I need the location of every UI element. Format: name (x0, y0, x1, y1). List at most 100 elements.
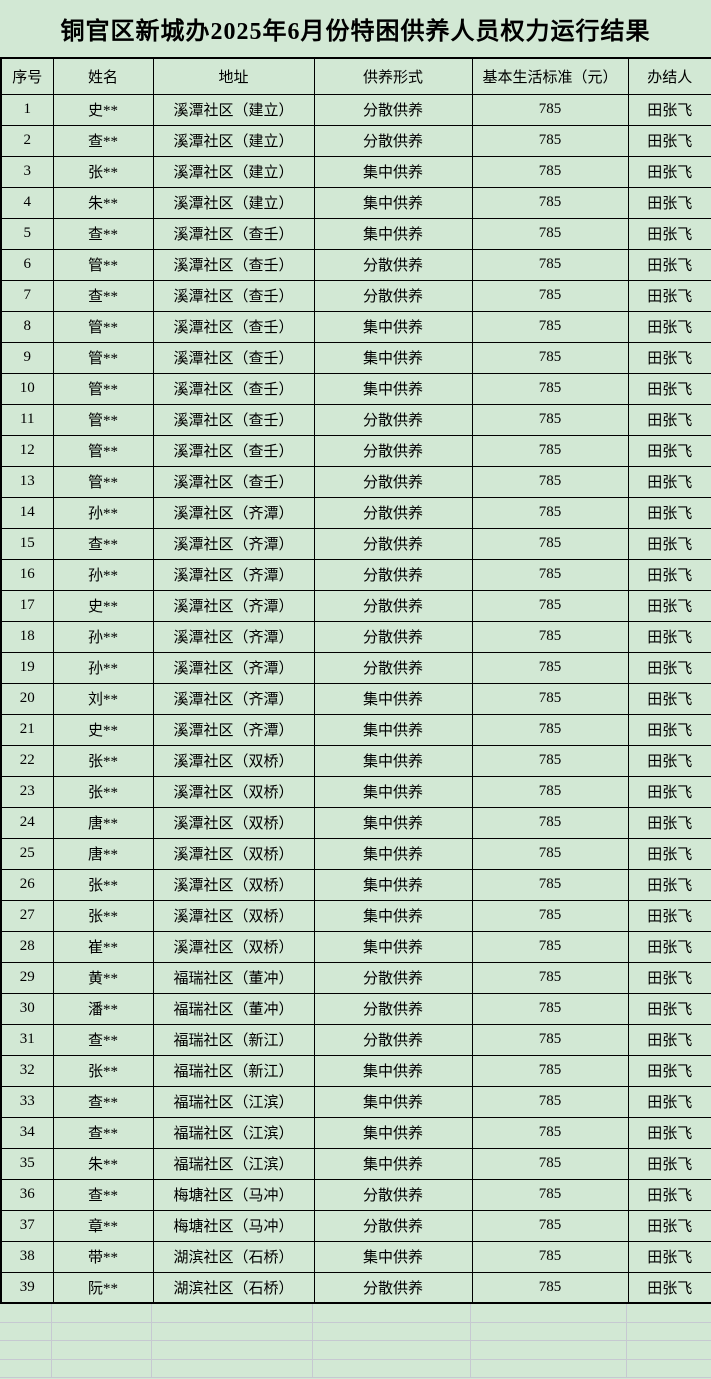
empty-cell[interactable] (313, 1304, 471, 1322)
cell-support-form[interactable]: 分散供养 (313, 1023, 473, 1056)
empty-cell[interactable] (471, 1304, 627, 1322)
cell-handler[interactable]: 田张飞 (627, 217, 711, 250)
cell-name[interactable]: 张** (52, 775, 154, 808)
cell-living-standard[interactable]: 785 (471, 1271, 629, 1304)
cell-address[interactable]: 溪潭社区（双桥） (152, 775, 315, 808)
cell-support-form[interactable]: 集中供养 (313, 837, 473, 870)
cell-index[interactable]: 37 (0, 1209, 54, 1242)
cell-living-standard[interactable]: 785 (471, 217, 629, 250)
cell-address[interactable]: 溪潭社区（查壬） (152, 279, 315, 312)
cell-handler[interactable]: 田张飞 (627, 651, 711, 684)
cell-address[interactable]: 溪潭社区（双桥） (152, 806, 315, 839)
cell-name[interactable]: 查** (52, 527, 154, 560)
header-cell-living-standard[interactable]: 基本生活标准（元） (471, 57, 629, 95)
cell-living-standard[interactable]: 785 (471, 775, 629, 808)
cell-name[interactable]: 黄** (52, 961, 154, 994)
cell-index[interactable]: 5 (0, 217, 54, 250)
cell-name[interactable]: 张** (52, 155, 154, 188)
cell-support-form[interactable]: 集中供养 (313, 682, 473, 715)
cell-address[interactable]: 溪潭社区（查壬） (152, 217, 315, 250)
cell-address[interactable]: 溪潭社区（齐潭） (152, 496, 315, 529)
cell-name[interactable]: 潘** (52, 992, 154, 1025)
cell-support-form[interactable]: 集中供养 (313, 341, 473, 374)
cell-index[interactable]: 8 (0, 310, 54, 343)
cell-handler[interactable]: 田张飞 (627, 310, 711, 343)
cell-handler[interactable]: 田张飞 (627, 1023, 711, 1056)
cell-support-form[interactable]: 集中供养 (313, 1116, 473, 1149)
cell-support-form[interactable]: 集中供养 (313, 1054, 473, 1087)
cell-support-form[interactable]: 分散供养 (313, 124, 473, 157)
cell-address[interactable]: 福瑞社区（江滨） (152, 1116, 315, 1149)
cell-address[interactable]: 溪潭社区（建立） (152, 124, 315, 157)
cell-living-standard[interactable]: 785 (471, 248, 629, 281)
empty-cell[interactable] (0, 1359, 52, 1378)
cell-address[interactable]: 溪潭社区（查壬） (152, 248, 315, 281)
cell-index[interactable]: 38 (0, 1240, 54, 1273)
cell-support-form[interactable]: 集中供养 (313, 1085, 473, 1118)
cell-handler[interactable]: 田张飞 (627, 744, 711, 777)
empty-cell[interactable] (152, 1341, 313, 1359)
cell-support-form[interactable]: 分散供养 (313, 1178, 473, 1211)
header-cell-address[interactable]: 地址 (152, 57, 315, 95)
cell-handler[interactable]: 田张飞 (627, 1240, 711, 1273)
cell-support-form[interactable]: 分散供养 (313, 651, 473, 684)
cell-handler[interactable]: 田张飞 (627, 806, 711, 839)
cell-living-standard[interactable]: 785 (471, 558, 629, 591)
cell-index[interactable]: 35 (0, 1147, 54, 1180)
empty-cell[interactable] (52, 1304, 152, 1322)
cell-support-form[interactable]: 集中供养 (313, 868, 473, 901)
cell-address[interactable]: 福瑞社区（新江） (152, 1023, 315, 1056)
cell-name[interactable]: 唐** (52, 806, 154, 839)
empty-cell[interactable] (152, 1304, 313, 1322)
cell-index[interactable]: 19 (0, 651, 54, 684)
cell-support-form[interactable]: 分散供养 (313, 961, 473, 994)
cell-name[interactable]: 查** (52, 1116, 154, 1149)
cell-support-form[interactable]: 分散供养 (313, 465, 473, 498)
cell-index[interactable]: 10 (0, 372, 54, 405)
cell-living-standard[interactable]: 785 (471, 1178, 629, 1211)
cell-name[interactable]: 朱** (52, 1147, 154, 1180)
cell-address[interactable]: 溪潭社区（齐潭） (152, 527, 315, 560)
cell-index[interactable]: 32 (0, 1054, 54, 1087)
cell-living-standard[interactable]: 785 (471, 682, 629, 715)
cell-index[interactable]: 25 (0, 837, 54, 870)
cell-handler[interactable]: 田张飞 (627, 682, 711, 715)
cell-address[interactable]: 溪潭社区（齐潭） (152, 558, 315, 591)
cell-name[interactable]: 查** (52, 217, 154, 250)
cell-address[interactable]: 溪潭社区（查壬） (152, 434, 315, 467)
cell-index[interactable]: 14 (0, 496, 54, 529)
cell-name[interactable]: 章** (52, 1209, 154, 1242)
cell-living-standard[interactable]: 785 (471, 372, 629, 405)
cell-name[interactable]: 孙** (52, 558, 154, 591)
cell-support-form[interactable]: 分散供养 (313, 558, 473, 591)
cell-index[interactable]: 7 (0, 279, 54, 312)
cell-handler[interactable]: 田张飞 (627, 1116, 711, 1149)
cell-support-form[interactable]: 分散供养 (313, 1271, 473, 1304)
cell-handler[interactable]: 田张飞 (627, 558, 711, 591)
empty-cell[interactable] (152, 1322, 313, 1341)
empty-cell[interactable] (52, 1322, 152, 1341)
cell-handler[interactable]: 田张飞 (627, 1054, 711, 1087)
cell-name[interactable]: 张** (52, 899, 154, 932)
cell-address[interactable]: 溪潭社区（查壬） (152, 465, 315, 498)
cell-living-standard[interactable]: 785 (471, 1240, 629, 1273)
cell-handler[interactable]: 田张飞 (627, 1147, 711, 1180)
cell-name[interactable]: 史** (52, 93, 154, 126)
cell-address[interactable]: 福瑞社区（新江） (152, 1054, 315, 1087)
cell-address[interactable]: 福瑞社区（董冲） (152, 992, 315, 1025)
cell-index[interactable]: 29 (0, 961, 54, 994)
cell-name[interactable]: 唐** (52, 837, 154, 870)
cell-living-standard[interactable]: 785 (471, 527, 629, 560)
cell-index[interactable]: 18 (0, 620, 54, 653)
cell-support-form[interactable]: 集中供养 (313, 713, 473, 746)
cell-living-standard[interactable]: 785 (471, 124, 629, 157)
empty-cell[interactable] (313, 1359, 471, 1378)
cell-living-standard[interactable]: 785 (471, 1116, 629, 1149)
cell-support-form[interactable]: 集中供养 (313, 310, 473, 343)
cell-handler[interactable]: 田张飞 (627, 124, 711, 157)
empty-cell[interactable] (627, 1341, 711, 1359)
cell-handler[interactable]: 田张飞 (627, 868, 711, 901)
cell-address[interactable]: 溪潭社区（建立） (152, 93, 315, 126)
cell-living-standard[interactable]: 785 (471, 713, 629, 746)
cell-address[interactable]: 溪潭社区（双桥） (152, 744, 315, 777)
